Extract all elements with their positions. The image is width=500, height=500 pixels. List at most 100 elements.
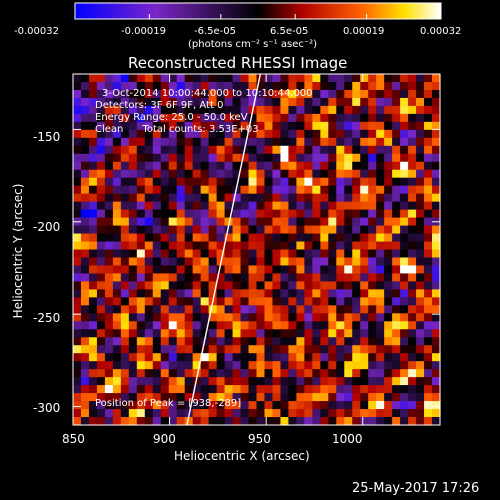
heatmap-cell (128, 321, 138, 330)
heatmap-cell (432, 281, 441, 290)
heatmap-cell (80, 89, 90, 99)
heatmap-cell (288, 313, 297, 322)
heatmap-cell (104, 353, 114, 362)
heatmap-cell (264, 297, 274, 306)
heatmap-cell (328, 169, 337, 179)
heatmap-cell (184, 385, 194, 394)
heatmap-cell (288, 105, 297, 115)
heatmap-cell (144, 161, 154, 171)
heatmap-cell (408, 217, 417, 227)
heatmap-cell (400, 345, 409, 354)
heatmap-cell (424, 281, 433, 290)
heatmap-cell (320, 313, 329, 322)
heatmap-cell (112, 313, 122, 322)
heatmap-cell (296, 169, 305, 179)
heatmap-cell (296, 273, 305, 283)
heatmap-cell (272, 321, 282, 330)
heatmap-cell (224, 241, 234, 251)
heatmap-cell (216, 337, 226, 346)
heatmap-cell (392, 377, 401, 386)
x-tick-label: 850 (62, 432, 85, 446)
heatmap-cell (88, 257, 98, 267)
heatmap-cell (96, 241, 106, 251)
heatmap-cell (432, 401, 441, 410)
heatmap-cell (160, 113, 170, 123)
heatmap-cell (144, 74, 154, 83)
heatmap-cell (112, 97, 122, 107)
heatmap-cell (272, 273, 282, 283)
heatmap-cell (424, 417, 433, 426)
heatmap-cell (416, 297, 425, 306)
heatmap-cell (120, 241, 130, 251)
heatmap-cell (120, 233, 130, 243)
heatmap-cell (424, 305, 433, 314)
heatmap-cell (136, 233, 146, 243)
heatmap-cell (344, 321, 353, 330)
heatmap-cell (344, 377, 353, 386)
heatmap-cell (256, 177, 266, 187)
heatmap-cell (352, 257, 361, 267)
heatmap-cell (360, 209, 369, 219)
heatmap-cell (256, 409, 266, 418)
heatmap-cell (168, 153, 178, 163)
heatmap-cell (368, 329, 377, 338)
heatmap-cell (280, 153, 290, 163)
heatmap-cell (128, 401, 138, 410)
heatmap-cell (384, 305, 393, 314)
heatmap-cell (232, 153, 242, 163)
heatmap-cell (384, 257, 393, 267)
heatmap-cell (73, 265, 82, 275)
heatmap-cell (224, 137, 234, 147)
heatmap-cell (216, 377, 226, 386)
heatmap-cell (216, 233, 226, 243)
heatmap-cell (256, 161, 266, 171)
heatmap-cell (168, 105, 178, 115)
heatmap-cell (392, 337, 401, 346)
heatmap-cell (352, 113, 361, 123)
heatmap-cell (80, 361, 90, 370)
heatmap-cell (368, 185, 377, 195)
heatmap-cell (160, 137, 170, 147)
heatmap-cell (112, 201, 122, 211)
heatmap-cell (280, 201, 290, 211)
heatmap-cell (304, 361, 313, 370)
heatmap-cell (120, 297, 130, 306)
heatmap-cell (272, 369, 282, 378)
heatmap-cell (80, 297, 90, 306)
heatmap-cell (328, 353, 337, 362)
heatmap-cell (432, 337, 441, 346)
heatmap-cell (232, 265, 242, 275)
heatmap-cell (272, 305, 282, 314)
heatmap-cell (104, 217, 114, 227)
heatmap-cell (424, 297, 433, 306)
heatmap-cell (304, 145, 313, 155)
heatmap-cell (264, 81, 274, 91)
heatmap-cell (112, 145, 122, 155)
heatmap-cell (192, 257, 202, 267)
heatmap-cell (120, 345, 130, 354)
heatmap-cell (312, 377, 321, 386)
heatmap-cell (424, 249, 433, 259)
heatmap-cell (392, 129, 401, 139)
heatmap-cell (304, 161, 313, 171)
heatmap-cell (384, 353, 393, 362)
heatmap-cell (184, 401, 194, 410)
heatmap-cell (336, 281, 345, 290)
heatmap-cell (232, 177, 242, 187)
heatmap-cell (368, 337, 377, 346)
heatmap-cell (136, 153, 146, 163)
heatmap-cell (216, 217, 226, 227)
heatmap-cell (104, 185, 114, 195)
heatmap-cell (272, 185, 282, 195)
heatmap-cell (304, 233, 313, 243)
heatmap-cell (160, 121, 170, 131)
heatmap-cell (384, 385, 393, 394)
heatmap-cell (176, 177, 186, 187)
heatmap-cell (424, 257, 433, 267)
heatmap-cell (248, 385, 258, 394)
heatmap-cell (384, 193, 393, 203)
heatmap-cell (73, 161, 82, 171)
heatmap-cell (296, 161, 305, 171)
heatmap-cell (168, 401, 178, 410)
heatmap-cell (304, 337, 313, 346)
